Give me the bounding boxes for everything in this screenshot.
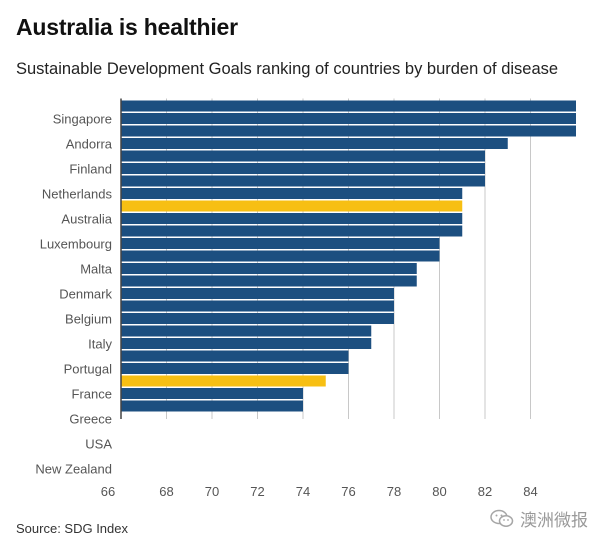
bar xyxy=(121,325,372,337)
bar-highlight xyxy=(121,200,463,212)
category-label: Greece xyxy=(69,412,112,427)
x-tick-label: 74 xyxy=(296,484,310,499)
bar xyxy=(121,175,485,187)
x-tick-label: 84 xyxy=(523,484,537,499)
x-tick-label: 68 xyxy=(159,484,173,499)
category-label: Luxembourg xyxy=(40,237,112,252)
bar xyxy=(121,188,463,199)
x-tick-label: 78 xyxy=(387,484,401,499)
x-tick-label: 80 xyxy=(432,484,446,499)
bar xyxy=(121,150,485,162)
x-tick-label: 82 xyxy=(478,484,492,499)
category-label: USA xyxy=(85,437,112,452)
bar xyxy=(121,275,417,287)
bar xyxy=(121,138,508,149)
category-label: France xyxy=(72,387,112,402)
category-label: New Zealand xyxy=(35,462,112,477)
category-label: Malta xyxy=(80,262,113,277)
bar xyxy=(121,238,440,249)
bar-chart: Singapore Andorra Finland Netherlands Austra… xyxy=(35,98,576,499)
category-label: Belgium xyxy=(65,312,112,327)
bar xyxy=(121,400,303,412)
bar xyxy=(121,225,463,237)
bar xyxy=(121,388,303,399)
x-tick-label: 72 xyxy=(250,484,264,499)
x-tick-label: 76 xyxy=(341,484,355,499)
category-label: Finland xyxy=(69,162,112,177)
bar xyxy=(121,313,394,324)
category-label: Portugal xyxy=(64,362,113,377)
category-label: Denmark xyxy=(59,287,112,302)
bar xyxy=(121,213,463,224)
bar xyxy=(121,263,417,274)
bar xyxy=(121,288,394,299)
bar xyxy=(121,100,576,112)
watermark-text: 澳洲微报 xyxy=(520,511,588,530)
x-tick-label: 70 xyxy=(205,484,219,499)
wechat-icon xyxy=(490,509,514,529)
category-label: Netherlands xyxy=(42,187,113,202)
x-tick-label: 66 xyxy=(101,484,115,499)
bar xyxy=(121,363,349,374)
category-label: Andorra xyxy=(66,137,113,152)
bar xyxy=(121,113,576,124)
chart-title: Australia is healthier xyxy=(16,14,238,40)
bar xyxy=(121,350,349,362)
category-label: Australia xyxy=(61,212,112,227)
category-label: Singapore xyxy=(53,112,112,127)
bar xyxy=(121,250,440,262)
bar xyxy=(121,300,394,312)
source-note: Source: SDG Index xyxy=(16,521,128,536)
bar xyxy=(121,163,485,174)
bar xyxy=(121,125,576,137)
category-label: Italy xyxy=(88,337,112,352)
chart-subtitle: Sustainable Development Goals ranking of… xyxy=(16,60,559,78)
bar-highlight xyxy=(121,375,326,387)
bar xyxy=(121,338,372,349)
watermark: 澳洲微报 xyxy=(490,506,588,531)
